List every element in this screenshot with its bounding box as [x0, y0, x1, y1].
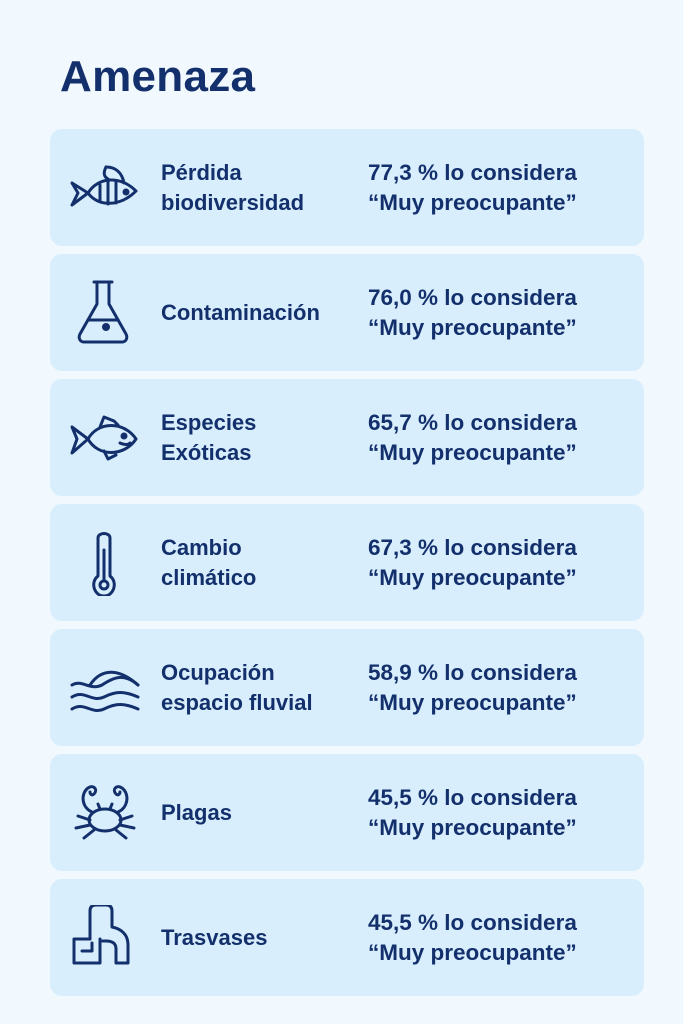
label-line: Especies — [161, 409, 257, 435]
threat-card-exotic-species: Especies Exóticas 65,7 % lo considera “Muy… — [50, 379, 644, 496]
threat-label: Contaminación — [161, 254, 361, 371]
label-line: biodiversidad — [161, 189, 305, 215]
threat-card-river-space: Ocupación espacio fluvial 58,9 % lo consi… — [50, 629, 644, 746]
threat-label: Cambio climático — [161, 504, 361, 621]
label-line: Trasvases — [161, 924, 268, 950]
threat-stat: 45,5 % lo considera “Muy preocupante” — [368, 754, 638, 871]
threat-card-pests: Plagas 45,5 % lo considera “Muy preocupan… — [50, 754, 644, 871]
pipe-icon — [68, 903, 140, 971]
stat-rating: “Muy preocupante” — [368, 564, 577, 590]
stat-percent: 65,7 % lo considera — [368, 409, 577, 435]
stat-percent: 76,0 % lo considera — [368, 284, 577, 310]
stat-rating: “Muy preocupante” — [368, 939, 577, 965]
page-title: Amenaza — [60, 52, 256, 101]
crab-icon — [68, 780, 140, 846]
threat-stat: 76,0 % lo considera “Muy preocupante” — [368, 254, 638, 371]
threat-label: Plagas — [161, 754, 361, 871]
threat-card-biodiversity: Pérdida biodiversidad 77,3 % lo considera… — [50, 129, 644, 246]
threat-stat: 67,3 % lo considera “Muy preocupante” — [368, 504, 638, 621]
stat-percent: 77,3 % lo considera — [368, 159, 577, 185]
thermometer-icon — [68, 530, 140, 598]
threat-card-climate-change: Cambio climático 67,3 % lo considera “Muy … — [50, 504, 644, 621]
threat-stat: 65,7 % lo considera “Muy preocupante” — [368, 379, 638, 496]
threat-label: Ocupación espacio fluvial — [161, 629, 361, 746]
threat-stat: 45,5 % lo considera “Muy preocupante” — [368, 879, 638, 996]
stat-percent: 45,5 % lo considera — [368, 909, 577, 935]
stat-percent: 45,5 % lo considera — [368, 784, 577, 810]
label-line: Exóticas — [161, 439, 252, 465]
stat-rating: “Muy preocupante” — [368, 689, 577, 715]
stat-percent: 58,9 % lo considera — [368, 659, 577, 685]
stat-rating: “Muy preocupante” — [368, 439, 577, 465]
label-line: Cambio — [161, 534, 242, 560]
threat-stat: 77,3 % lo considera “Muy preocupante” — [368, 129, 638, 246]
threat-card-pollution: Contaminación 76,0 % lo considera “Muy pr… — [50, 254, 644, 371]
label-line: espacio fluvial — [161, 689, 313, 715]
threat-stat: 58,9 % lo considera “Muy preocupante” — [368, 629, 638, 746]
stat-rating: “Muy preocupante” — [368, 314, 577, 340]
stat-rating: “Muy preocupante” — [368, 814, 577, 840]
waves-icon — [68, 655, 140, 721]
threat-label: Pérdida biodiversidad — [161, 129, 361, 246]
fish-icon — [68, 405, 140, 471]
stat-percent: 67,3 % lo considera — [368, 534, 577, 560]
threat-label: Trasvases — [161, 879, 361, 996]
label-line: Plagas — [161, 799, 232, 825]
threat-card-water-transfers: Trasvases 45,5 % lo considera “Muy preocu… — [50, 879, 644, 996]
label-line: climático — [161, 564, 257, 590]
threat-label: Especies Exóticas — [161, 379, 361, 496]
stat-rating: “Muy preocupante” — [368, 189, 577, 215]
label-line: Pérdida — [161, 159, 242, 185]
flask-icon — [68, 280, 140, 346]
label-line: Contaminación — [161, 299, 320, 325]
label-line: Ocupación — [161, 659, 275, 685]
striped-fish-icon — [68, 155, 140, 221]
